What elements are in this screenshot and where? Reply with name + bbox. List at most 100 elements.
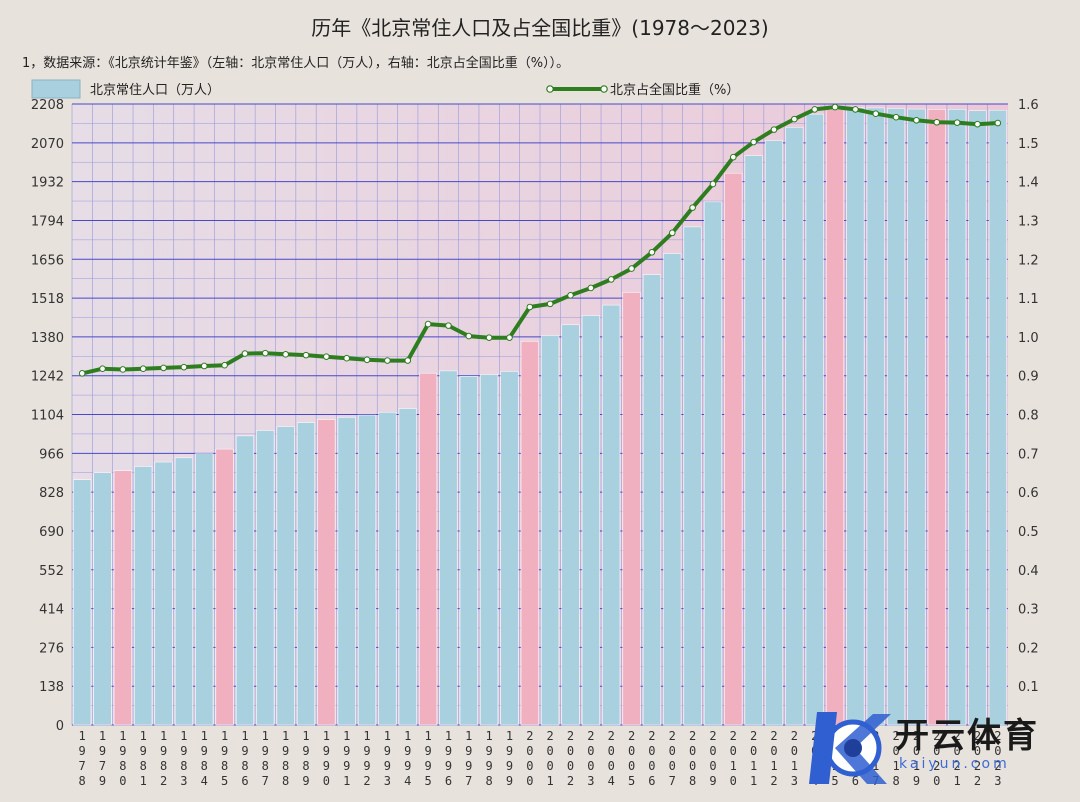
y-left-tick: 0	[56, 719, 64, 734]
share-point-1987	[262, 349, 269, 357]
share-point-1978	[78, 370, 86, 377]
y-left-tick: 552	[39, 564, 64, 579]
bar-2004	[602, 304, 621, 726]
share-point-1998	[485, 334, 493, 341]
bar-2007	[663, 253, 682, 726]
y-right-tick: 0.7	[1018, 447, 1039, 462]
share-point-2014	[811, 106, 818, 113]
y-left-tick: 2208	[31, 98, 64, 113]
bar-2003	[581, 315, 600, 726]
bar-1985	[215, 448, 234, 726]
bar-1980	[113, 470, 132, 726]
legend-bar-swatch	[31, 79, 81, 99]
bar-1988	[276, 426, 295, 726]
share-point-1989	[302, 351, 310, 359]
share-point-1980	[119, 366, 127, 373]
share-point-2017	[872, 110, 880, 118]
share-point-1995	[424, 320, 432, 328]
bar-2012	[765, 140, 783, 726]
share-point-2021	[953, 119, 961, 126]
share-point-1983	[180, 363, 188, 371]
bar-1979	[93, 472, 112, 726]
share-point-1981	[139, 365, 147, 373]
share-point-1993	[384, 357, 391, 364]
bar-2009	[703, 201, 722, 726]
share-point-2012	[770, 126, 778, 133]
bar-2014	[805, 113, 824, 726]
bar-1992	[358, 414, 377, 726]
share-point-2007	[668, 229, 676, 237]
share-point-2010	[730, 153, 737, 161]
bar-2002	[561, 324, 580, 726]
left-axis: 0 138 276 414 552 690 828 966 1104 1242 1380 1518 16…	[31, 98, 64, 734]
chart-title: 历年《北京常住人口及占全国比重》(1978～2023)	[311, 16, 769, 40]
share-point-1982	[160, 364, 167, 372]
y-left-tick: 1242	[31, 370, 64, 385]
y-right-tick: 1.2	[1018, 253, 1039, 268]
share-point-2002	[567, 292, 574, 299]
y-right-tick: 0.1	[1018, 680, 1039, 695]
bar-2016	[846, 107, 865, 726]
bar-2013	[785, 127, 804, 726]
bar-1996	[439, 370, 458, 726]
logo-text-cn: 开云体育	[895, 716, 1039, 756]
y-left-tick: 1794	[31, 214, 64, 229]
y-right-tick: 1.1	[1018, 292, 1039, 307]
bar-2006	[642, 274, 661, 726]
bar-2000	[520, 341, 539, 726]
right-axis: 0.1 0.2 0.3 0.4 0.5 0.6 0.7 0.8 0.9 1.0 1.1 1.2 1.3 1…	[1018, 98, 1039, 695]
y-left-tick: 414	[39, 603, 64, 618]
share-point-1988	[282, 351, 289, 358]
y-right-tick: 0.5	[1018, 525, 1039, 540]
bar-2005	[622, 292, 641, 726]
y-right-tick: 1.0	[1018, 331, 1039, 346]
bar-2019	[907, 108, 926, 726]
legend-line-marker-right	[600, 85, 608, 93]
share-point-1997	[465, 332, 473, 340]
share-line-path	[81, 105, 998, 376]
y-left-tick: 1104	[31, 409, 64, 424]
y-left-tick: 690	[39, 525, 64, 540]
legend-line-marker-left	[546, 85, 554, 93]
share-point-2009	[709, 180, 717, 188]
brand-logo: 开云体育 kaiyun.com	[795, 700, 1065, 795]
y-right-tick: 0.9	[1018, 370, 1039, 385]
share-point-2003	[587, 284, 595, 292]
bar-2021	[948, 109, 967, 726]
bar-2018	[887, 108, 906, 726]
bar-1995	[419, 372, 438, 726]
bar-1998	[480, 374, 499, 726]
share-point-2018	[892, 113, 900, 121]
bar-1994	[398, 408, 417, 726]
bar-1990	[317, 419, 336, 726]
bar-1983	[174, 457, 193, 726]
y-right-tick: 0.8	[1018, 409, 1039, 424]
share-point-2004	[607, 276, 615, 283]
share-point-1992	[363, 356, 371, 364]
y-left-tick: 966	[39, 447, 64, 462]
share-line	[78, 103, 1002, 377]
